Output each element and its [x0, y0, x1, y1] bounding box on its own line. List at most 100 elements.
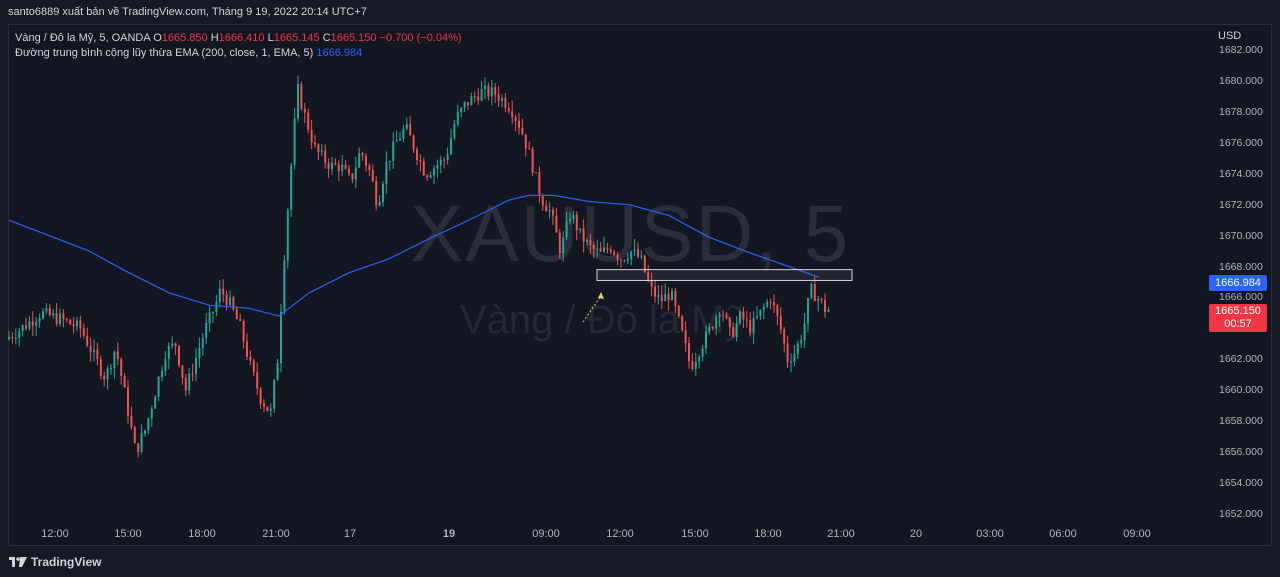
bar-countdown: 00:57	[1224, 318, 1252, 330]
candle-body	[827, 310, 830, 312]
candle-body	[820, 298, 823, 301]
candle-body	[592, 244, 595, 250]
high-label: H	[210, 32, 219, 44]
ema-legend-label: Đường trung bình cộng lũy thừa EMA (200,…	[15, 47, 314, 59]
candle-body	[293, 118, 296, 166]
candle-body	[460, 107, 463, 113]
candle-body	[171, 343, 174, 346]
candle-body	[263, 403, 265, 407]
time-tick-label: 18:00	[754, 528, 782, 540]
tradingview-wordmark: TradingView	[31, 555, 102, 569]
candle-body	[609, 249, 612, 252]
candle-body	[21, 325, 24, 332]
candle-body	[45, 307, 48, 312]
candle-body	[303, 109, 306, 113]
ema-legend-value: 1666.984	[316, 47, 363, 59]
candle-body	[28, 321, 31, 329]
published-by-header: santo6889 xuất bản về TradingView.com, T…	[0, 0, 1280, 24]
candle-body	[694, 361, 697, 370]
candle-body	[433, 168, 435, 176]
candle-body	[681, 316, 684, 331]
candle-body	[664, 294, 667, 302]
candle-body	[205, 323, 208, 339]
candle-body	[300, 84, 303, 110]
candle-body	[684, 330, 687, 343]
candle-body	[344, 164, 347, 169]
chart-legend: Vàng / Đô la Mỹ, 5, OANDA O1665.850 H166…	[15, 31, 462, 61]
candle-body	[603, 247, 605, 252]
candle-body	[249, 356, 252, 361]
candle-body	[813, 284, 816, 302]
candle-body	[555, 215, 558, 233]
candle-body	[195, 358, 197, 374]
candle-body	[334, 162, 337, 165]
ema-price-tag: 1666.984	[1209, 275, 1267, 291]
candle-body	[232, 297, 235, 310]
candle-body	[674, 291, 677, 306]
price-tick-label: 1662.000	[1219, 353, 1263, 366]
candle-body	[276, 363, 279, 381]
supply-zone-rectangle	[596, 269, 853, 281]
candle-body	[824, 300, 826, 312]
open-value: 1665.850	[161, 32, 208, 44]
candle-body	[110, 368, 112, 370]
price-tick-label: 1674.000	[1219, 167, 1263, 180]
candle-body	[11, 336, 14, 339]
candle-body	[759, 309, 762, 317]
candle-body	[327, 162, 330, 170]
candle-body	[715, 316, 718, 329]
time-tick-label: 15:00	[681, 528, 709, 540]
candle-body	[507, 108, 510, 112]
candle-body	[691, 361, 694, 370]
candle-body	[807, 298, 809, 324]
close-value: 1665.150	[330, 32, 377, 44]
candle-body	[586, 239, 588, 242]
candle-body	[259, 388, 262, 404]
candle-body	[167, 345, 170, 360]
candle-body	[558, 232, 561, 254]
candle-body	[8, 336, 10, 340]
candle-body	[511, 111, 514, 118]
candle-body	[473, 96, 476, 98]
candle-body	[99, 359, 102, 376]
price-tick-label: 1660.000	[1219, 384, 1263, 397]
candle-body	[69, 319, 72, 325]
tradingview-logo[interactable]: TradingView	[9, 555, 101, 569]
price-tick-label: 1682.000	[1219, 44, 1263, 56]
candle-body	[273, 380, 276, 409]
candle-body	[137, 443, 140, 452]
candle-body	[501, 97, 503, 101]
candle-body	[378, 201, 381, 206]
candle-body	[769, 301, 772, 303]
candle-body	[246, 341, 248, 357]
candle-body	[307, 112, 310, 130]
candle-body	[354, 167, 357, 180]
candle-body	[120, 358, 123, 376]
candle-body	[490, 87, 493, 97]
candle-body	[208, 312, 211, 324]
candle-body	[113, 351, 116, 369]
candle-body	[467, 102, 469, 106]
candle-body	[552, 209, 554, 216]
candle-body	[762, 306, 765, 310]
last-price-value: 1665.150	[1215, 305, 1261, 317]
candle-body	[626, 258, 629, 261]
candle-body	[705, 331, 707, 349]
candle-body	[722, 314, 724, 316]
candle-body	[453, 124, 456, 138]
time-tick-label: 03:00	[976, 528, 1004, 540]
candle-body	[487, 85, 490, 97]
candle-body	[310, 129, 313, 143]
candle-body	[201, 338, 204, 349]
candle-body	[739, 311, 741, 323]
candle-body	[667, 294, 670, 300]
candle-body	[436, 165, 439, 169]
candle-body	[266, 406, 269, 411]
candle-body	[38, 318, 41, 322]
candle-body	[365, 155, 367, 166]
chart-pane[interactable]	[8, 24, 1272, 546]
price-tick-label: 1652.000	[1219, 508, 1263, 520]
low-label: L	[267, 32, 274, 44]
candle-body	[688, 342, 690, 362]
